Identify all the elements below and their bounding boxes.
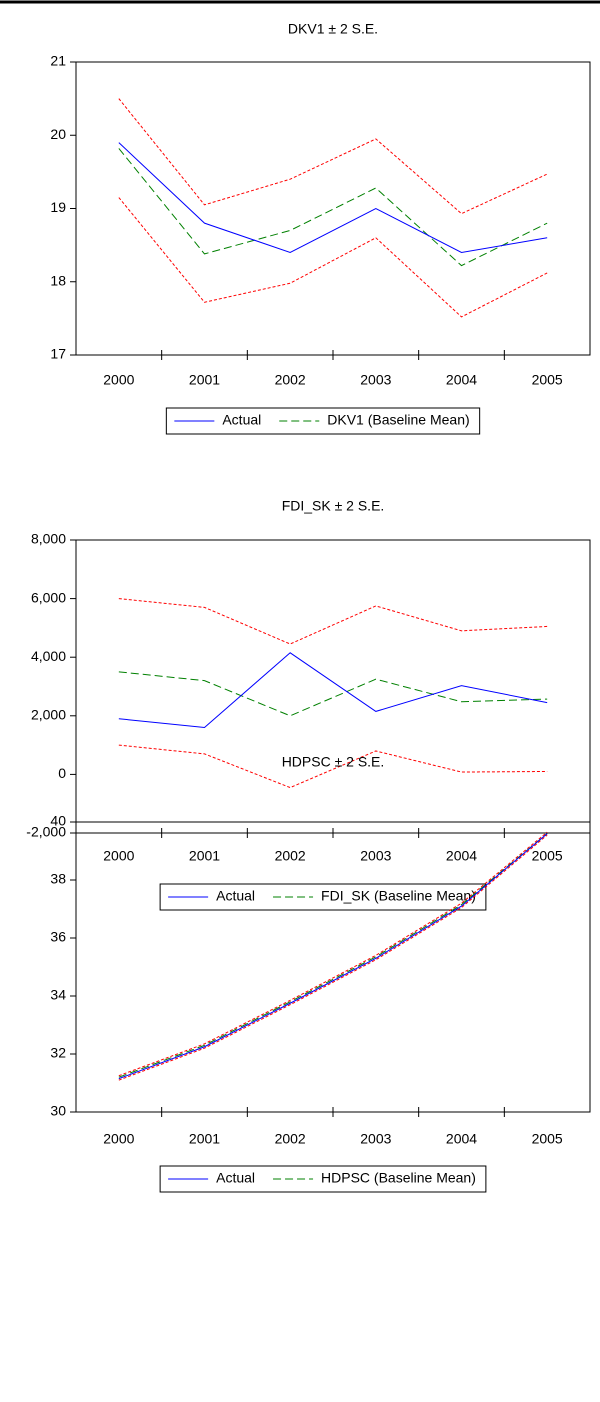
y-tick-label: 17: [50, 346, 66, 362]
x-tick-label: 2003: [360, 848, 391, 864]
x-tick-label: 2001: [189, 372, 220, 388]
x-tick-label: 2000: [103, 1131, 134, 1147]
y-tick-label: 36: [50, 929, 66, 945]
x-tick-label: 2002: [275, 1131, 306, 1147]
y-tick-label: 0: [58, 765, 66, 781]
x-tick-label: 2002: [275, 848, 306, 864]
chart-title: DKV1 ± 2 S.E.: [288, 21, 378, 37]
legend-box: [159, 883, 487, 911]
y-tick-label: 40: [50, 813, 66, 829]
plot-frame: [75, 821, 591, 1113]
y-tick-label: 32: [50, 1045, 66, 1061]
series-line: [118, 142, 548, 253]
series-line: [118, 833, 548, 1078]
legend-label: HDPSC (Baseline Mean): [321, 1170, 476, 1186]
x-tick-label: 2001: [189, 848, 220, 864]
y-tick-label: 4,000: [31, 648, 66, 664]
y-tick-label: -2,000: [26, 824, 66, 840]
y-tick-label: 20: [50, 126, 66, 142]
legend-label: Actual: [222, 412, 261, 428]
series-line: [118, 652, 548, 729]
x-tick-label: 2005: [532, 848, 563, 864]
series-line: [118, 671, 548, 717]
y-tick-label: 6,000: [31, 589, 66, 605]
series-line: [118, 744, 548, 789]
legend: Actual DKV1 (Baseline Mean): [165, 407, 481, 435]
plot-frame: [75, 539, 591, 834]
series-line: [118, 98, 548, 215]
legend-label: Actual: [216, 1170, 255, 1186]
x-tick-label: 2005: [532, 1131, 563, 1147]
legend: Actual FDI_SK (Baseline Mean): [159, 883, 487, 911]
x-tick-label: 2001: [189, 1131, 220, 1147]
x-tick-label: 2004: [446, 372, 477, 388]
plot-frame: [75, 61, 591, 356]
series-line: [118, 598, 548, 645]
series-line: [118, 197, 548, 318]
x-tick-label: 2005: [532, 372, 563, 388]
x-tick-label: 2003: [360, 372, 391, 388]
y-tick-label: 2,000: [31, 707, 66, 723]
y-tick-label: 8,000: [31, 531, 66, 547]
y-tick-label: 21: [50, 53, 66, 69]
series-line: [118, 833, 548, 1080]
legend-box: [159, 1165, 487, 1193]
legend-label: DKV1 (Baseline Mean): [327, 412, 469, 428]
legend-label: Actual: [216, 888, 255, 904]
y-tick-label: 38: [50, 871, 66, 887]
legend: Actual HDPSC (Baseline Mean): [159, 1165, 487, 1193]
x-tick-label: 2004: [446, 848, 477, 864]
x-tick-label: 2000: [103, 848, 134, 864]
series-line: [118, 148, 548, 267]
y-tick-label: 34: [50, 987, 66, 1003]
chart-title: FDI_SK ± 2 S.E.: [282, 498, 385, 514]
x-tick-label: 2000: [103, 372, 134, 388]
legend-box: [165, 407, 481, 435]
y-tick-label: 30: [50, 1103, 66, 1119]
y-tick-label: 19: [50, 199, 66, 215]
x-tick-label: 2002: [275, 372, 306, 388]
x-tick-label: 2004: [446, 1131, 477, 1147]
x-tick-label: 2003: [360, 1131, 391, 1147]
legend-label: FDI_SK (Baseline Mean): [321, 888, 476, 904]
chart-title: HDPSC ± 2 S.E.: [282, 754, 385, 770]
series-line: [118, 831, 548, 1077]
series-line: [118, 834, 548, 1081]
y-tick-label: 18: [50, 272, 66, 288]
